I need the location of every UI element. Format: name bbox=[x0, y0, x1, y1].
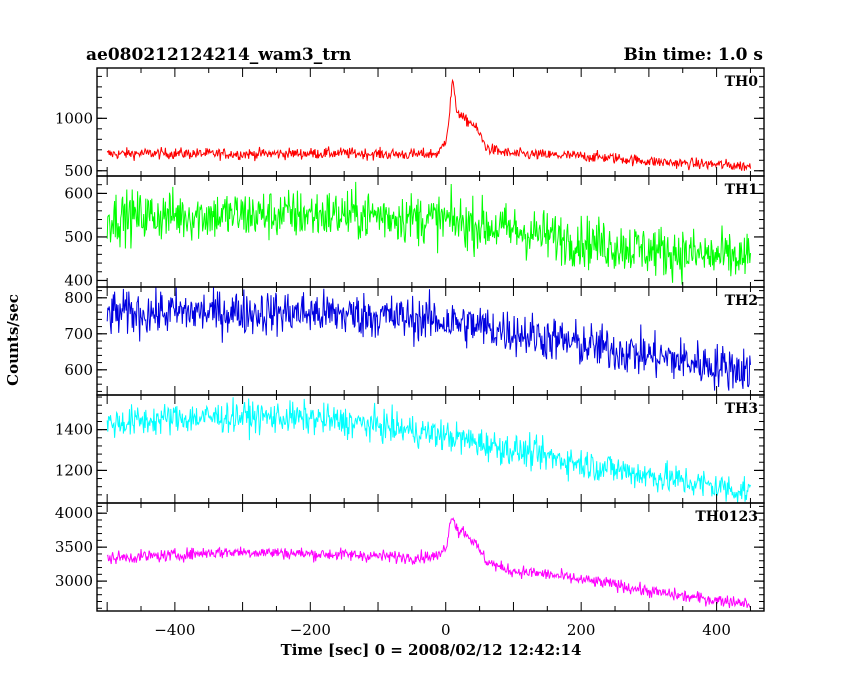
y-tick-label-th0123: 4000 bbox=[55, 504, 93, 522]
y-tick-label-th0: 500 bbox=[64, 162, 93, 180]
y-tick-label-th2: 700 bbox=[64, 325, 93, 343]
panel-label-th1: TH1 bbox=[725, 182, 758, 198]
y-tick-label-th3: 1200 bbox=[55, 461, 93, 479]
panel-label-th0123: TH0123 bbox=[695, 509, 758, 525]
x-tick-label: 0 bbox=[441, 621, 451, 639]
y-tick-label-th1: 400 bbox=[64, 271, 93, 289]
series-line-th3 bbox=[106, 397, 751, 504]
y-tick-label-th1: 500 bbox=[64, 228, 93, 246]
chart-title: ae080212124214_wam3_trn bbox=[86, 45, 351, 65]
y-tick-label-th2: 600 bbox=[64, 361, 93, 379]
series-line-th0123 bbox=[106, 517, 751, 609]
x-tick-label: −400 bbox=[154, 621, 195, 639]
x-axis-label: Time [sec] 0 = 2008/02/12 12:42:14 bbox=[281, 641, 582, 659]
bin-time-label: Bin time: 1.0 s bbox=[624, 45, 763, 65]
y-tick-label-th2: 800 bbox=[64, 289, 93, 307]
y-tick-label-th0: 1000 bbox=[55, 109, 93, 127]
panels-group: 500 1000 TH0 400 500 600 TH1 600 700 800 TH2 1200 14… bbox=[55, 67, 765, 639]
y-tick-label-th0123: 3000 bbox=[55, 572, 93, 590]
y-axis-label: Counts/sec bbox=[4, 294, 22, 386]
x-tick-label: −200 bbox=[290, 621, 331, 639]
panel-label-th3: TH3 bbox=[725, 401, 758, 417]
x-tick-label: 200 bbox=[567, 621, 596, 639]
x-tick-label: 400 bbox=[702, 621, 731, 639]
y-tick-label-th1: 600 bbox=[64, 184, 93, 202]
series-line-th2 bbox=[106, 286, 751, 391]
y-tick-label-th3: 1400 bbox=[55, 421, 93, 439]
panel-label-th2: TH2 bbox=[725, 293, 758, 309]
panel-label-th0: TH0 bbox=[725, 74, 759, 90]
panel-frame-th0123 bbox=[96, 502, 765, 612]
series-line-th1 bbox=[106, 181, 751, 285]
y-tick-label-th0123: 3500 bbox=[55, 538, 93, 556]
panel-frame-th2 bbox=[96, 286, 765, 396]
series-line-th0 bbox=[106, 78, 751, 171]
